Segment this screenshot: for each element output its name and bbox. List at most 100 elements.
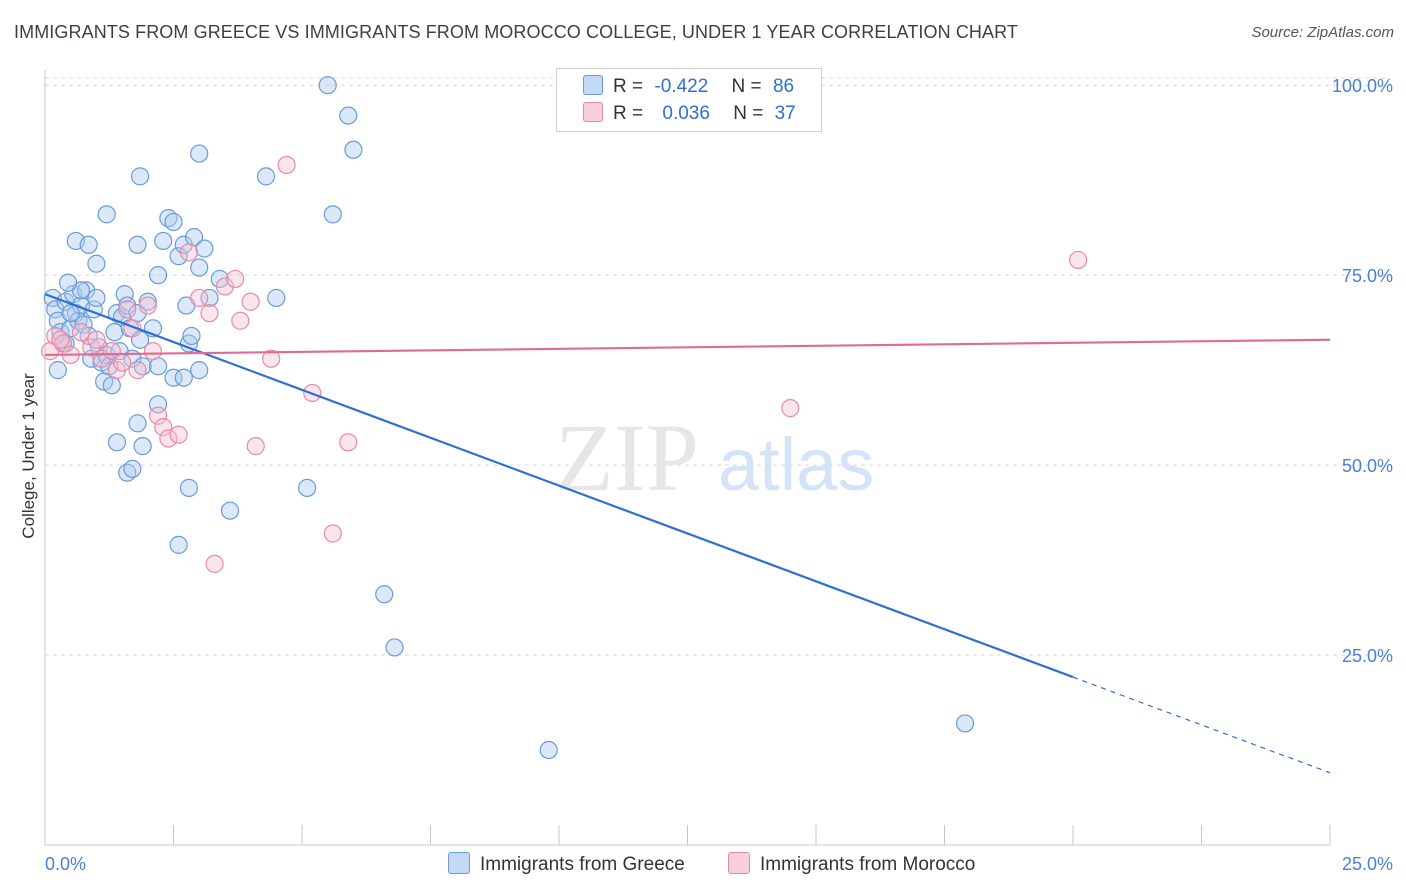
morocco-point: [128, 361, 147, 380]
greece-point: [118, 296, 137, 315]
y-tick-label: 25.0%: [1342, 646, 1393, 666]
greece-point: [385, 638, 404, 657]
legend-r-value-morocco: 0.036: [662, 103, 710, 124]
bottom-legend-label-morocco: Immigrants from Morocco: [760, 854, 976, 875]
greece-point: [344, 140, 363, 159]
morocco-point: [87, 330, 106, 349]
greece-point: [164, 212, 183, 232]
greece-point: [267, 288, 286, 308]
y-axis-label: College, Under 1 year: [19, 373, 38, 539]
chart-title: IMMIGRANTS FROM GREECE VS IMMIGRANTS FRO…: [14, 22, 1018, 42]
greece-point: [182, 326, 201, 346]
morocco-point: [215, 277, 234, 296]
greece-point: [339, 106, 358, 125]
x-tick-label: 25.0%: [1342, 854, 1393, 874]
greece-point: [148, 266, 168, 285]
watermark-atlas: atlas: [718, 423, 874, 506]
legend-swatch-morocco: [583, 102, 603, 122]
greece-point: [46, 300, 65, 319]
morocco-point: [231, 311, 250, 330]
greece-trend-extension: [1072, 676, 1331, 774]
legend-row-morocco: R = 0.036 N = 37: [583, 102, 796, 126]
watermark: ZIP atlas: [555, 404, 874, 511]
series-morocco-points: [41, 155, 1088, 573]
legend-r-label: R =: [613, 103, 644, 124]
y-tick-label: 100.0%: [1332, 76, 1393, 96]
greece-point: [190, 144, 209, 163]
greece-point: [130, 167, 150, 186]
legend-r-label: R =: [613, 76, 644, 97]
greece-point: [87, 288, 106, 308]
legend-n-label: N =: [733, 103, 764, 124]
greece-point: [59, 273, 78, 292]
x-tick-label: 0.0%: [45, 854, 86, 874]
bottom-legend-morocco: Immigrants from Morocco: [728, 852, 975, 876]
greece-point: [148, 357, 168, 376]
legend-n-value-morocco: 37: [774, 103, 796, 124]
bottom-legend-label-greece: Immigrants from Greece: [480, 854, 685, 875]
morocco-point: [277, 155, 296, 175]
greece-point: [179, 478, 199, 497]
greece-point: [539, 740, 558, 760]
axes: [44, 70, 1331, 846]
greece-point: [61, 304, 80, 323]
morocco-point: [200, 304, 219, 323]
y-tick-label: 75.0%: [1342, 266, 1393, 286]
legend-r-value-greece: -0.422: [654, 76, 709, 97]
greece-point: [154, 231, 173, 251]
greece-point: [97, 205, 116, 224]
morocco-point: [190, 288, 209, 308]
greece-point: [174, 368, 193, 387]
greece-point: [169, 247, 188, 266]
legend-n-value-greece: 86: [772, 76, 795, 97]
greece-point: [123, 459, 142, 478]
y-tick-label: 50.0%: [1342, 456, 1393, 476]
stats-legend: R = -0.422 N = 86 R = 0.036 N = 37: [556, 68, 822, 132]
morocco-point: [1069, 250, 1088, 270]
legend-swatch-greece: [583, 75, 603, 95]
greece-point: [105, 323, 124, 342]
greece-point: [87, 254, 106, 273]
greece-point: [133, 437, 152, 456]
watermark-zip: ZIP: [555, 404, 699, 511]
morocco-point: [781, 399, 800, 418]
morocco-point: [102, 342, 121, 361]
greece-point: [115, 285, 134, 304]
morocco-point: [148, 406, 168, 425]
greece-point: [955, 714, 975, 733]
greece-point: [375, 585, 394, 604]
morocco-point: [138, 296, 157, 315]
morocco-point: [154, 418, 173, 437]
greece-point: [200, 288, 219, 308]
morocco-point: [112, 353, 132, 372]
bottom-legend-swatch-morocco: [728, 852, 750, 874]
greece-point: [323, 205, 342, 224]
greece-point: [128, 414, 147, 433]
morocco-point: [71, 323, 91, 342]
greece-point: [48, 361, 67, 380]
greece-point: [220, 501, 240, 520]
greece-point: [77, 281, 96, 300]
greece-point: [128, 235, 147, 254]
greece-point: [190, 361, 209, 380]
gridlines: [45, 77, 1390, 656]
tick-labels: 25.0% 50.0% 75.0% 100.0% 0.0% 25.0%: [45, 76, 1393, 874]
source-label: Source: ZipAtlas.com: [1251, 24, 1394, 41]
bottom-legend-swatch-greece: [448, 852, 470, 874]
morocco-point: [159, 429, 178, 448]
greece-point: [256, 167, 276, 186]
greece-point: [169, 535, 188, 554]
legend-n-label: N =: [731, 76, 762, 97]
morocco-point: [143, 342, 163, 361]
morocco-point: [226, 269, 245, 289]
greece-point: [190, 258, 209, 277]
morocco-point: [246, 437, 265, 456]
greece-trend-line: [44, 293, 1074, 679]
morocco-point: [51, 330, 70, 349]
greece-point: [107, 433, 127, 452]
greece-point: [138, 292, 157, 311]
greece-point: [164, 368, 183, 387]
morocco-point: [241, 292, 260, 311]
morocco-point: [179, 243, 199, 262]
